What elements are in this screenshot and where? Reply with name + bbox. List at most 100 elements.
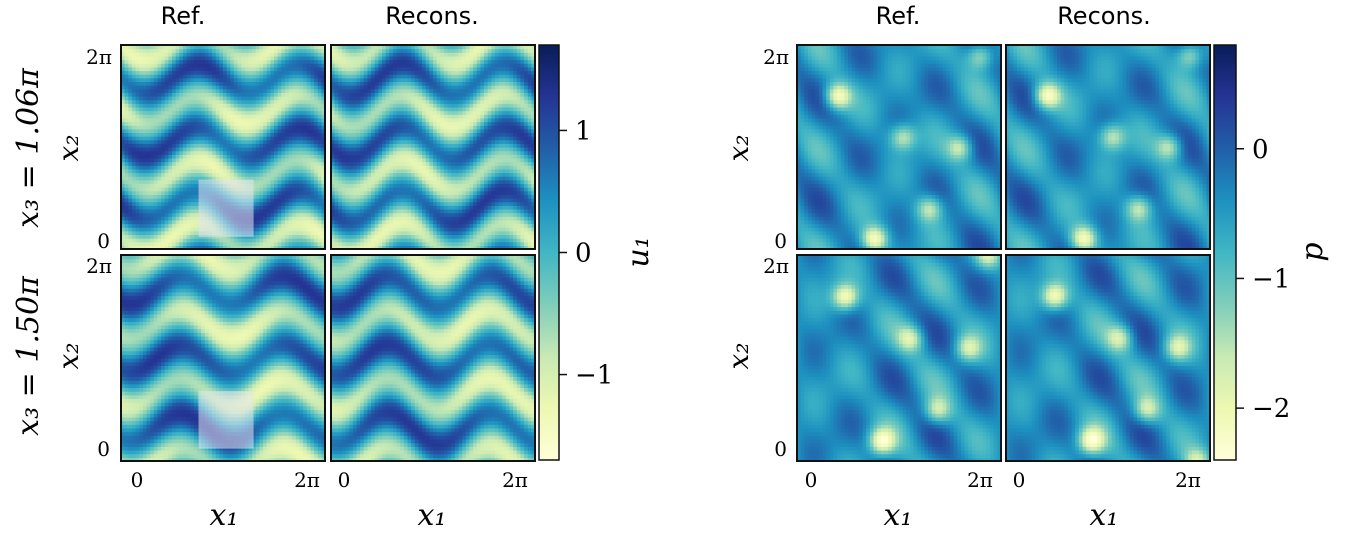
heatmap-cell xyxy=(161,157,166,163)
heatmap-cell xyxy=(396,245,401,250)
heatmap-cell xyxy=(157,201,162,206)
heatmap-cell xyxy=(403,238,409,243)
heatmap-cell xyxy=(259,96,264,101)
heatmap-cell xyxy=(263,179,268,185)
heatmap-cell xyxy=(484,179,489,185)
heatmap-cell xyxy=(248,114,253,119)
heatmap-cell xyxy=(226,121,231,126)
heatmap-cell xyxy=(422,245,427,250)
heatmap-cell xyxy=(310,183,315,188)
heatmap-cell xyxy=(374,234,379,239)
heatmap-cell xyxy=(259,165,264,170)
heatmap-cell xyxy=(252,245,257,250)
heatmap-cell xyxy=(252,121,257,126)
x-axis-label: x₁ xyxy=(418,498,447,533)
heatmap-cell xyxy=(274,157,279,163)
heatmap-cell xyxy=(360,208,365,214)
heatmap-cell xyxy=(436,139,441,144)
heatmap-cell xyxy=(219,139,224,144)
heatmap-cell xyxy=(164,45,169,50)
heatmap-cell xyxy=(215,128,220,134)
heatmap-cell xyxy=(317,238,322,243)
heatmap-cell xyxy=(288,139,293,144)
heatmap-cell xyxy=(259,132,264,137)
heatmap-cell xyxy=(263,201,268,206)
heatmap-cell xyxy=(182,74,188,79)
heatmap-cell xyxy=(277,212,282,217)
heatmap-cell xyxy=(212,63,217,68)
heatmap-cell xyxy=(161,110,166,115)
heatmap-cell xyxy=(520,165,525,170)
heatmap-cell xyxy=(281,165,286,170)
heatmap-cell xyxy=(520,212,525,217)
heatmap-cell xyxy=(121,194,126,199)
heatmap-cell xyxy=(458,212,463,217)
heatmap-cell xyxy=(295,81,301,86)
heatmap-cell xyxy=(128,198,133,203)
heatmap-cell xyxy=(179,92,184,97)
heatmap-cell xyxy=(295,161,301,166)
heatmap-cell xyxy=(135,136,140,141)
heatmap-cell xyxy=(505,187,511,192)
heatmap-cell xyxy=(338,139,343,144)
heatmap-cell xyxy=(303,165,308,170)
heatmap-cell xyxy=(306,201,312,206)
heatmap-cell xyxy=(270,139,275,144)
heatmap-cell xyxy=(230,139,235,144)
heatmap-cell xyxy=(527,234,532,239)
heatmap-cell xyxy=(168,74,173,79)
heatmap-cell xyxy=(164,201,169,206)
heatmap-cell xyxy=(168,150,173,155)
heatmap-cell xyxy=(520,201,525,206)
heatmap-cell xyxy=(378,205,383,210)
heatmap-cell xyxy=(473,223,478,228)
heatmap-cell xyxy=(317,85,322,90)
heatmap-cell xyxy=(403,168,409,174)
heatmap-cell xyxy=(241,128,246,134)
heatmap-cell xyxy=(135,63,140,68)
heatmap-cell xyxy=(233,106,239,112)
heatmap-cell xyxy=(363,157,369,163)
heatmap-cell xyxy=(175,187,180,192)
heatmap-cell xyxy=(484,216,489,221)
heatmap-cell xyxy=(190,154,195,159)
heatmap-cell xyxy=(179,234,184,239)
heatmap-cell xyxy=(248,66,253,72)
heatmap-cell xyxy=(157,85,162,90)
heatmap-cell xyxy=(164,132,169,137)
heatmap-cell xyxy=(208,139,213,144)
heatmap-cell xyxy=(491,208,496,214)
heatmap-cell xyxy=(212,172,217,177)
heatmap-cell xyxy=(259,150,264,155)
heatmap-cell xyxy=(157,139,162,144)
heatmap-cell xyxy=(157,143,162,148)
heatmap-cell xyxy=(252,92,257,97)
heatmap-cell xyxy=(266,223,271,228)
heatmap-cell xyxy=(161,179,166,185)
heatmap-cell xyxy=(153,63,159,68)
heatmap-cell xyxy=(161,216,166,221)
heatmap-cell xyxy=(458,230,463,236)
heatmap-cell xyxy=(465,165,471,170)
heatmap-cell xyxy=(513,198,518,203)
heatmap-cell xyxy=(201,176,206,181)
heatmap-cell xyxy=(378,161,383,166)
heatmap-cell xyxy=(513,208,518,214)
heatmap-cell xyxy=(233,168,239,174)
heatmap-cell xyxy=(142,216,148,221)
heatmap-cell xyxy=(172,238,177,243)
heatmap-cell xyxy=(473,157,478,163)
heatmap-cell xyxy=(277,85,282,90)
heatmap-cell xyxy=(190,194,195,199)
heatmap-cell xyxy=(288,136,293,141)
heatmap-cell xyxy=(520,194,525,199)
heatmap-cell xyxy=(367,223,372,228)
heatmap-cell xyxy=(244,241,250,246)
heatmap-cell xyxy=(172,183,177,188)
heatmap-cell xyxy=(201,106,206,112)
heatmap-cell xyxy=(429,165,434,170)
heatmap-cell xyxy=(494,161,500,166)
heatmap-cell xyxy=(292,223,297,228)
heatmap-cell xyxy=(480,245,485,250)
heatmap-cell xyxy=(447,132,452,137)
